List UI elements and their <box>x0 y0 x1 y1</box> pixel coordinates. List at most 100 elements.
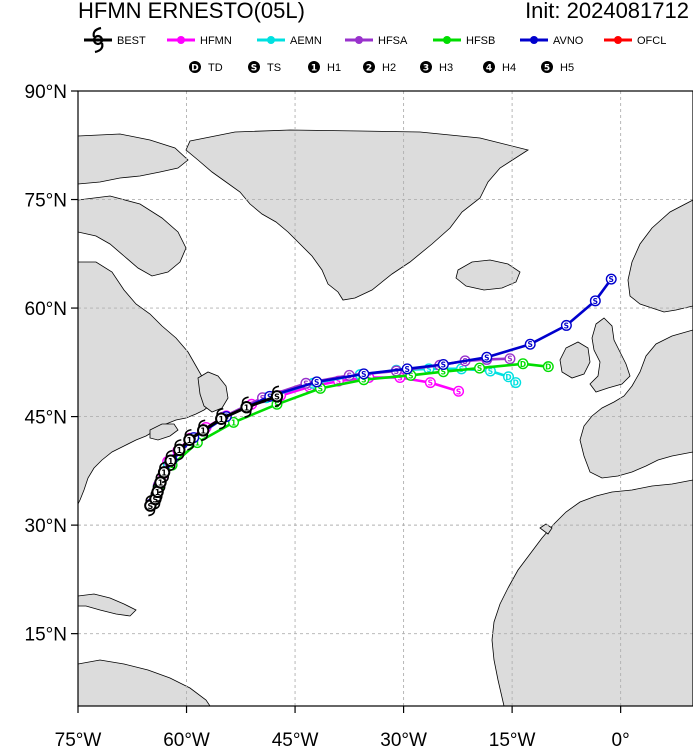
longitude-labels: 75°W 60°W 45°W 30°W 15°W 0° <box>55 730 630 751</box>
svg-text:1: 1 <box>218 415 224 424</box>
track-point: S <box>605 273 617 285</box>
track-point: S <box>589 295 601 307</box>
land-north-america <box>78 261 213 505</box>
intensity-symbol-icon <box>248 61 260 73</box>
legend-label: AEMN <box>290 35 322 47</box>
legend-intensity: D TD S TS 1 H1 2 H2 3 H3 4 H4 5 H5 <box>189 61 574 74</box>
forecast-tracks: SS1111111SSSSSSSSSS111SSSSSSSDDS1111SSSS… <box>144 273 617 517</box>
svg-text:S: S <box>314 378 319 387</box>
svg-text:S: S <box>441 360 446 369</box>
land-nova-scotia <box>149 423 179 441</box>
svg-text:S: S <box>397 374 402 383</box>
legend-intensity-h2: 2 H2 <box>363 61 396 74</box>
land-greenland <box>185 129 529 301</box>
track-point: S <box>481 351 493 363</box>
track-point: S <box>401 363 413 375</box>
land-ireland <box>559 341 591 379</box>
legend-intensity-label: TD <box>208 62 223 74</box>
gridlines <box>78 91 693 706</box>
svg-text:S: S <box>361 370 366 379</box>
svg-text:S: S <box>593 297 598 306</box>
svg-text:S: S <box>274 393 280 402</box>
svg-text:1: 1 <box>187 436 193 445</box>
track-point: S <box>311 376 323 388</box>
land-scandinavia <box>627 199 693 313</box>
legend-intensity-label: H4 <box>502 62 516 74</box>
svg-text:S: S <box>488 367 493 376</box>
svg-text:S: S <box>609 275 614 284</box>
land-europe <box>579 329 693 479</box>
hurricane-symbol-icon <box>92 26 104 54</box>
legend-intensity-h5: 5 H5 <box>541 61 574 74</box>
landmasses <box>78 129 693 706</box>
svg-text:S: S <box>441 368 446 377</box>
svg-text:S: S <box>408 371 413 380</box>
svg-text:S: S <box>484 353 489 362</box>
track-point: S <box>560 319 572 331</box>
track-point: 1 <box>183 428 196 451</box>
lon-label: 45°W <box>272 730 319 751</box>
svg-text:1: 1 <box>200 427 206 436</box>
land-africa <box>491 479 693 706</box>
track-point: S <box>424 377 436 389</box>
intensity-symbol-text: S <box>251 64 257 74</box>
intensity-symbol-text: 4 <box>486 64 492 74</box>
init-time: Init: 2024081712 <box>525 0 689 23</box>
svg-text:D: D <box>545 363 551 372</box>
legend-marker <box>614 36 622 44</box>
legend-entry-aemn: AEMN <box>257 35 322 47</box>
intensity-symbol-icon <box>483 61 495 73</box>
svg-text:D: D <box>513 379 519 388</box>
intensity-symbol-text: 2 <box>366 64 372 74</box>
svg-text:S: S <box>507 355 512 364</box>
lat-label: 30°N <box>25 516 67 537</box>
svg-text:S: S <box>426 365 431 374</box>
intensity-symbol-icon <box>363 61 375 73</box>
track-point: S <box>474 362 486 374</box>
svg-text:1: 1 <box>195 439 200 448</box>
track-point: S <box>270 385 284 408</box>
legend-label: AVNO <box>553 35 584 47</box>
legend-intensity-td: D TD <box>189 61 223 74</box>
legend-label: HFSB <box>466 35 495 47</box>
latitude-labels: 90°N 75°N 60°N 45°N 30°N 15°N <box>25 82 67 646</box>
svg-text:D: D <box>505 373 511 382</box>
lon-label: 60°W <box>163 730 210 751</box>
legend-marker <box>177 36 185 44</box>
legend-intensity-h3: 3 H3 <box>420 61 453 74</box>
legend-entry-avno: AVNO <box>520 35 584 47</box>
track-point: D <box>503 371 515 383</box>
lat-label: 45°N <box>25 408 67 429</box>
legend-intensity-h4: 4 H4 <box>483 61 516 74</box>
legend-entry-ofcl: OFCL <box>604 35 666 47</box>
track-point: 1 <box>164 449 177 472</box>
track-point: 1 <box>240 396 253 418</box>
legend-entry-hfsa: HFSA <box>345 35 408 47</box>
legend-marker <box>355 36 363 44</box>
legend-intensity-label: H3 <box>439 62 453 74</box>
land-great-britain <box>589 317 631 393</box>
track-point: D <box>517 358 529 370</box>
svg-text:S: S <box>564 321 569 330</box>
intensity-symbol-icon <box>308 61 320 73</box>
lat-label: 90°N <box>25 82 67 103</box>
svg-text:S: S <box>361 376 366 385</box>
svg-text:1: 1 <box>161 469 167 478</box>
storm-title: HFMN ERNESTO(05L) <box>78 0 305 23</box>
intensity-symbol-text: 1 <box>311 64 317 74</box>
lon-label: 15°W <box>489 730 536 751</box>
svg-text:1: 1 <box>155 488 161 497</box>
legend-marker <box>443 36 451 44</box>
svg-text:1: 1 <box>231 418 236 427</box>
track-point: D <box>542 361 554 373</box>
svg-text:S: S <box>428 379 433 388</box>
track-point: 1 <box>228 416 240 428</box>
legend-marker <box>267 36 275 44</box>
svg-text:S: S <box>318 384 323 393</box>
svg-text:S: S <box>456 387 461 396</box>
svg-text:S: S <box>394 367 399 376</box>
svg-text:S: S <box>336 377 341 386</box>
land-baffin-island <box>78 195 187 277</box>
track-point: S <box>524 338 536 350</box>
